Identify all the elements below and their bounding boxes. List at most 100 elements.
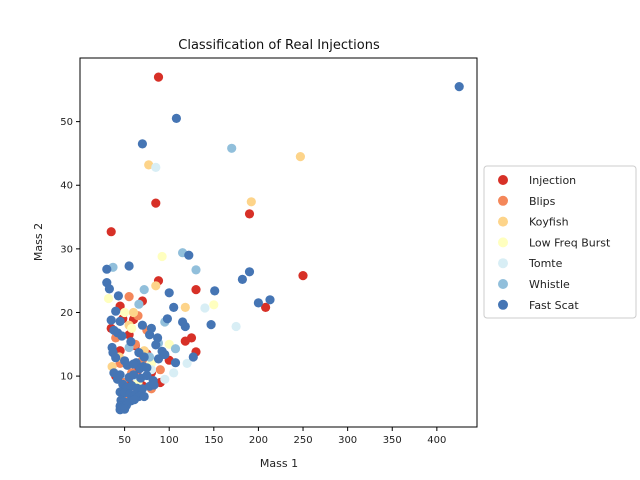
y-tick-label: 40	[60, 181, 73, 192]
data-point	[134, 299, 144, 309]
data-point	[191, 285, 201, 295]
data-point	[246, 197, 256, 207]
data-point	[151, 162, 161, 172]
data-point	[231, 321, 241, 332]
data-point	[237, 274, 247, 284]
x-tick-label: 100	[160, 435, 179, 446]
data-point	[111, 306, 121, 316]
data-point	[180, 336, 190, 346]
legend-label: Fast Scat	[529, 299, 579, 312]
data-point	[151, 281, 161, 291]
data-point	[128, 359, 139, 369]
data-point	[103, 293, 114, 304]
data-point	[124, 261, 134, 271]
legend-item: Whistle	[498, 278, 570, 291]
x-tick-label: 250	[293, 435, 312, 446]
data-point	[227, 143, 237, 153]
data-point	[142, 363, 152, 373]
legend-label: Koyfish	[529, 216, 569, 229]
data-point	[106, 227, 116, 237]
data-point	[295, 152, 305, 162]
data-point	[139, 391, 149, 402]
data-point	[120, 404, 130, 414]
data-point	[182, 358, 192, 368]
data-point	[160, 374, 170, 384]
data-point	[244, 209, 255, 219]
data-point	[139, 352, 149, 362]
data-point	[162, 314, 172, 324]
x-tick-label: 400	[427, 435, 446, 446]
y-axis: 10 20 30 40 50	[60, 117, 80, 383]
data-point	[113, 291, 123, 301]
legend-marker	[498, 258, 508, 269]
data-point	[153, 72, 164, 82]
data-point	[137, 320, 147, 330]
data-point	[180, 321, 190, 332]
legend-frame	[483, 165, 637, 319]
data-point	[146, 323, 156, 333]
data-point	[184, 250, 194, 260]
data-point	[153, 333, 163, 343]
y-tick-label: 20	[60, 308, 73, 319]
plot-frame	[79, 57, 478, 428]
legend-label: Blips	[529, 195, 556, 208]
data-point	[124, 292, 134, 302]
data-point	[171, 113, 181, 123]
data-point	[261, 302, 271, 312]
data-point	[137, 384, 147, 394]
legend-label: Low Freq Burst	[529, 236, 611, 249]
legend-item: Koyfish	[498, 216, 569, 229]
data-point	[180, 302, 190, 312]
data-point	[115, 316, 125, 326]
x-tick-label: 50	[118, 435, 131, 446]
data-point	[111, 353, 121, 363]
x-tick-label: 300	[338, 435, 357, 446]
data-point	[102, 264, 112, 274]
data-point	[144, 160, 154, 170]
legend: Injection Blips Koyfish Low Freq Burst Tomte…	[483, 165, 637, 319]
data-point	[128, 370, 139, 380]
legend-item: Fast Scat	[498, 299, 579, 312]
legend-label: Tomte	[528, 257, 563, 270]
data-point	[298, 271, 308, 281]
data-point	[137, 139, 147, 149]
data-point	[120, 307, 130, 318]
data-point	[151, 340, 161, 350]
y-tick-label: 10	[60, 372, 73, 383]
data-point	[170, 358, 181, 368]
y-tick-label: 50	[60, 117, 73, 128]
data-point	[200, 303, 210, 313]
data-point	[253, 298, 263, 308]
y-axis-label: Mass 2	[32, 223, 45, 261]
data-point	[265, 295, 275, 305]
data-point	[128, 307, 139, 318]
data-point	[454, 82, 464, 92]
legend-marker	[498, 175, 508, 185]
legend-marker	[498, 279, 508, 289]
x-tick-label: 350	[383, 435, 402, 446]
data-point	[106, 315, 116, 325]
data-point	[169, 368, 179, 378]
data-point	[155, 365, 165, 375]
data-point	[170, 344, 181, 354]
legend-label: Whistle	[529, 278, 570, 291]
data-point	[160, 349, 170, 360]
data-point	[206, 320, 216, 330]
data-point	[127, 323, 137, 333]
legend-item: Injection	[498, 174, 576, 187]
legend-label: Injection	[529, 174, 576, 187]
legend-item: Blips	[498, 195, 556, 208]
x-tick-label: 200	[249, 435, 268, 446]
legend-item: Tomte	[498, 257, 563, 270]
data-point	[126, 337, 136, 347]
data-point	[151, 198, 161, 208]
data-point	[142, 370, 152, 381]
data-point	[210, 286, 220, 296]
data-point	[117, 331, 127, 341]
plot-area	[102, 72, 464, 415]
data-point	[149, 380, 159, 390]
legend-item: Low Freq Burst	[498, 236, 611, 249]
series-2	[107, 152, 305, 372]
data-point	[244, 267, 255, 277]
